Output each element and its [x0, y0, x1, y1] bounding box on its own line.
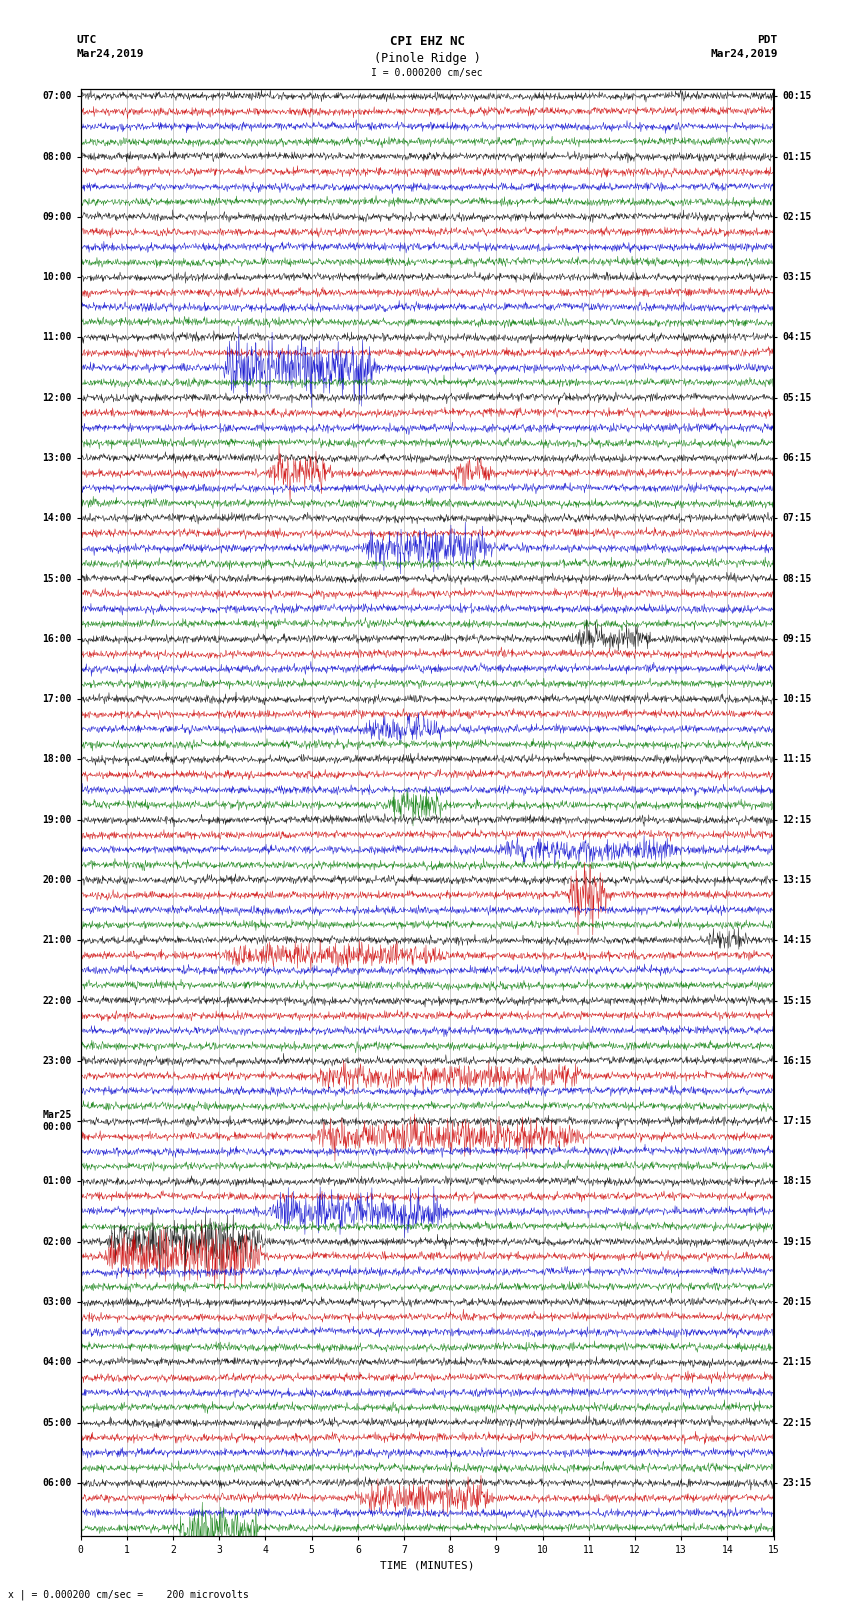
Text: CPI EHZ NC: CPI EHZ NC: [389, 35, 465, 48]
X-axis label: TIME (MINUTES): TIME (MINUTES): [380, 1560, 474, 1569]
Text: (Pinole Ridge ): (Pinole Ridge ): [374, 52, 480, 65]
Text: UTC
Mar24,2019: UTC Mar24,2019: [76, 35, 144, 58]
Text: x | = 0.000200 cm/sec =    200 microvolts: x | = 0.000200 cm/sec = 200 microvolts: [8, 1589, 249, 1600]
Text: PDT
Mar24,2019: PDT Mar24,2019: [711, 35, 778, 58]
Text: I = 0.000200 cm/sec: I = 0.000200 cm/sec: [371, 68, 483, 77]
